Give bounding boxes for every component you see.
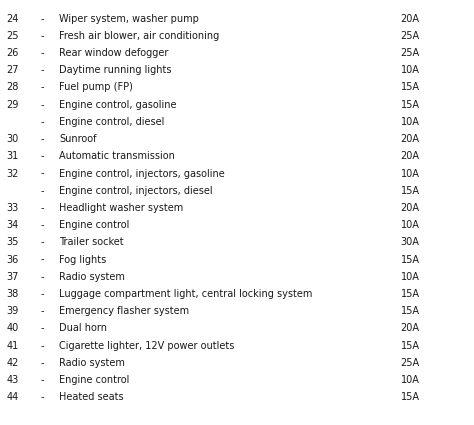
Text: -: - bbox=[40, 255, 44, 265]
Text: 15A: 15A bbox=[401, 186, 419, 196]
Text: 42: 42 bbox=[6, 358, 18, 368]
Text: 31: 31 bbox=[6, 151, 18, 162]
Text: Daytime running lights: Daytime running lights bbox=[59, 65, 172, 75]
Text: 30: 30 bbox=[6, 134, 18, 144]
Text: Fresh air blower, air conditioning: Fresh air blower, air conditioning bbox=[59, 31, 219, 41]
Text: Radio system: Radio system bbox=[59, 272, 125, 282]
Text: Luggage compartment light, central locking system: Luggage compartment light, central locki… bbox=[59, 289, 313, 299]
Text: -: - bbox=[40, 220, 44, 230]
Text: Fuel pump (FP): Fuel pump (FP) bbox=[59, 82, 133, 93]
Text: Radio system: Radio system bbox=[59, 358, 125, 368]
Text: 28: 28 bbox=[6, 82, 18, 93]
Text: Cigarette lighter, 12V power outlets: Cigarette lighter, 12V power outlets bbox=[59, 341, 235, 351]
Text: 25A: 25A bbox=[401, 358, 419, 368]
Text: -: - bbox=[40, 100, 44, 110]
Text: -: - bbox=[40, 375, 44, 385]
Text: 20A: 20A bbox=[401, 14, 419, 24]
Text: 30A: 30A bbox=[401, 237, 419, 247]
Text: 36: 36 bbox=[6, 255, 18, 265]
Text: -: - bbox=[40, 134, 44, 144]
Text: 43: 43 bbox=[6, 375, 18, 385]
Text: -: - bbox=[40, 323, 44, 334]
Text: 20A: 20A bbox=[401, 151, 419, 162]
Text: Headlight washer system: Headlight washer system bbox=[59, 203, 183, 213]
Text: 15A: 15A bbox=[401, 255, 419, 265]
Text: 10A: 10A bbox=[401, 375, 419, 385]
Text: 32: 32 bbox=[6, 169, 18, 178]
Text: 26: 26 bbox=[6, 48, 18, 58]
Text: Heated seats: Heated seats bbox=[59, 392, 124, 402]
Text: 41: 41 bbox=[6, 341, 18, 351]
Text: -: - bbox=[40, 237, 44, 247]
Text: -: - bbox=[40, 203, 44, 213]
Text: Engine control, injectors, diesel: Engine control, injectors, diesel bbox=[59, 186, 213, 196]
Text: 10A: 10A bbox=[401, 117, 419, 127]
Text: -: - bbox=[40, 341, 44, 351]
Text: -: - bbox=[40, 186, 44, 196]
Text: Engine control, diesel: Engine control, diesel bbox=[59, 117, 164, 127]
Text: Emergency flasher system: Emergency flasher system bbox=[59, 306, 190, 316]
Text: 15A: 15A bbox=[401, 82, 419, 93]
Text: -: - bbox=[40, 14, 44, 24]
Text: 20A: 20A bbox=[401, 134, 419, 144]
Text: 44: 44 bbox=[6, 392, 18, 402]
Text: 33: 33 bbox=[6, 203, 18, 213]
Text: 25: 25 bbox=[6, 31, 18, 41]
Text: 25A: 25A bbox=[401, 31, 419, 41]
Text: 24: 24 bbox=[6, 14, 18, 24]
Text: 15A: 15A bbox=[401, 289, 419, 299]
Text: 40: 40 bbox=[6, 323, 18, 334]
Text: -: - bbox=[40, 169, 44, 178]
Text: -: - bbox=[40, 392, 44, 402]
Text: 10A: 10A bbox=[401, 169, 419, 178]
Text: 20A: 20A bbox=[401, 203, 419, 213]
Text: -: - bbox=[40, 358, 44, 368]
Text: 39: 39 bbox=[6, 306, 18, 316]
Text: 27: 27 bbox=[6, 65, 18, 75]
Text: -: - bbox=[40, 289, 44, 299]
Text: 15A: 15A bbox=[401, 341, 419, 351]
Text: Dual horn: Dual horn bbox=[59, 323, 107, 334]
Text: -: - bbox=[40, 272, 44, 282]
Text: 20A: 20A bbox=[401, 323, 419, 334]
Text: Wiper system, washer pump: Wiper system, washer pump bbox=[59, 14, 199, 24]
Text: 29: 29 bbox=[6, 100, 18, 110]
Text: 10A: 10A bbox=[401, 65, 419, 75]
Text: Automatic transmission: Automatic transmission bbox=[59, 151, 175, 162]
Text: -: - bbox=[40, 82, 44, 93]
Text: -: - bbox=[40, 31, 44, 41]
Text: Sunroof: Sunroof bbox=[59, 134, 97, 144]
Text: 10A: 10A bbox=[401, 220, 419, 230]
Text: Engine control: Engine control bbox=[59, 375, 129, 385]
Text: Engine control, gasoline: Engine control, gasoline bbox=[59, 100, 177, 110]
Text: 15A: 15A bbox=[401, 306, 419, 316]
Text: 10A: 10A bbox=[401, 272, 419, 282]
Text: -: - bbox=[40, 151, 44, 162]
Text: Fog lights: Fog lights bbox=[59, 255, 107, 265]
Text: Rear window defogger: Rear window defogger bbox=[59, 48, 169, 58]
Text: 37: 37 bbox=[6, 272, 18, 282]
Text: 15A: 15A bbox=[401, 100, 419, 110]
Text: 15A: 15A bbox=[401, 392, 419, 402]
Text: -: - bbox=[40, 48, 44, 58]
Text: Engine control: Engine control bbox=[59, 220, 129, 230]
Text: -: - bbox=[40, 117, 44, 127]
Text: -: - bbox=[40, 65, 44, 75]
Text: 38: 38 bbox=[6, 289, 18, 299]
Text: 34: 34 bbox=[6, 220, 18, 230]
Text: 35: 35 bbox=[6, 237, 18, 247]
Text: -: - bbox=[40, 306, 44, 316]
Text: 25A: 25A bbox=[401, 48, 419, 58]
Text: Engine control, injectors, gasoline: Engine control, injectors, gasoline bbox=[59, 169, 225, 178]
Text: Trailer socket: Trailer socket bbox=[59, 237, 124, 247]
